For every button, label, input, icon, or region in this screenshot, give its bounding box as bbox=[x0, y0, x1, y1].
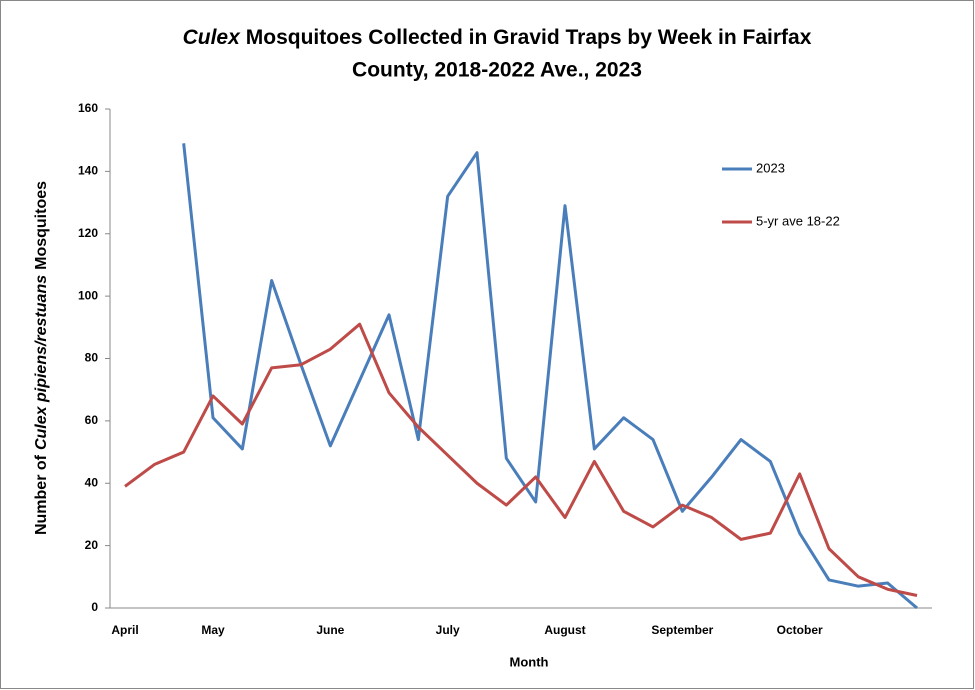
x-tick-label: August bbox=[544, 623, 585, 637]
y-tick-label: 60 bbox=[85, 413, 99, 427]
y-tick-label: 20 bbox=[85, 538, 99, 552]
y-tick-label: 120 bbox=[78, 226, 98, 240]
y-tick-label: 140 bbox=[78, 164, 98, 178]
x-tick-label: July bbox=[436, 623, 460, 637]
data-line bbox=[124, 322, 918, 597]
y-tick-label: 40 bbox=[85, 475, 99, 489]
title-italic: Culex bbox=[183, 26, 242, 49]
x-tick-label: September bbox=[651, 623, 713, 637]
legend-label: 2023 bbox=[756, 160, 785, 175]
chart-title: Culex Mosquitoes Collected in Gravid Trap… bbox=[183, 26, 812, 49]
y-label-italic: Culex pipiens/restuans bbox=[33, 275, 50, 450]
y-tick-label: 80 bbox=[85, 351, 99, 365]
x-tick-label: October bbox=[777, 623, 823, 637]
x-axis-label: Month bbox=[510, 654, 549, 669]
data-line bbox=[182, 143, 918, 610]
x-tick-label: May bbox=[201, 623, 225, 637]
legend-label: 5-yr ave 18-22 bbox=[756, 213, 840, 228]
x-tick-label: April bbox=[111, 623, 138, 637]
y-label-part: Mosquitoes bbox=[33, 181, 50, 270]
title-line1: Mosquitoes Collected in Gravid Traps by … bbox=[246, 26, 812, 49]
y-axis-label: Number of Culex pipiens/restuans Mosquitoe… bbox=[33, 181, 50, 535]
y-tick-label: 160 bbox=[78, 101, 98, 115]
x-tick-label: June bbox=[316, 623, 344, 637]
y-label-part: Number of bbox=[33, 454, 50, 535]
chart-title-line2: County, 2018-2022 Ave., 2023 bbox=[352, 59, 642, 82]
y-tick-label: 0 bbox=[91, 600, 98, 614]
y-tick-label: 100 bbox=[78, 288, 98, 302]
